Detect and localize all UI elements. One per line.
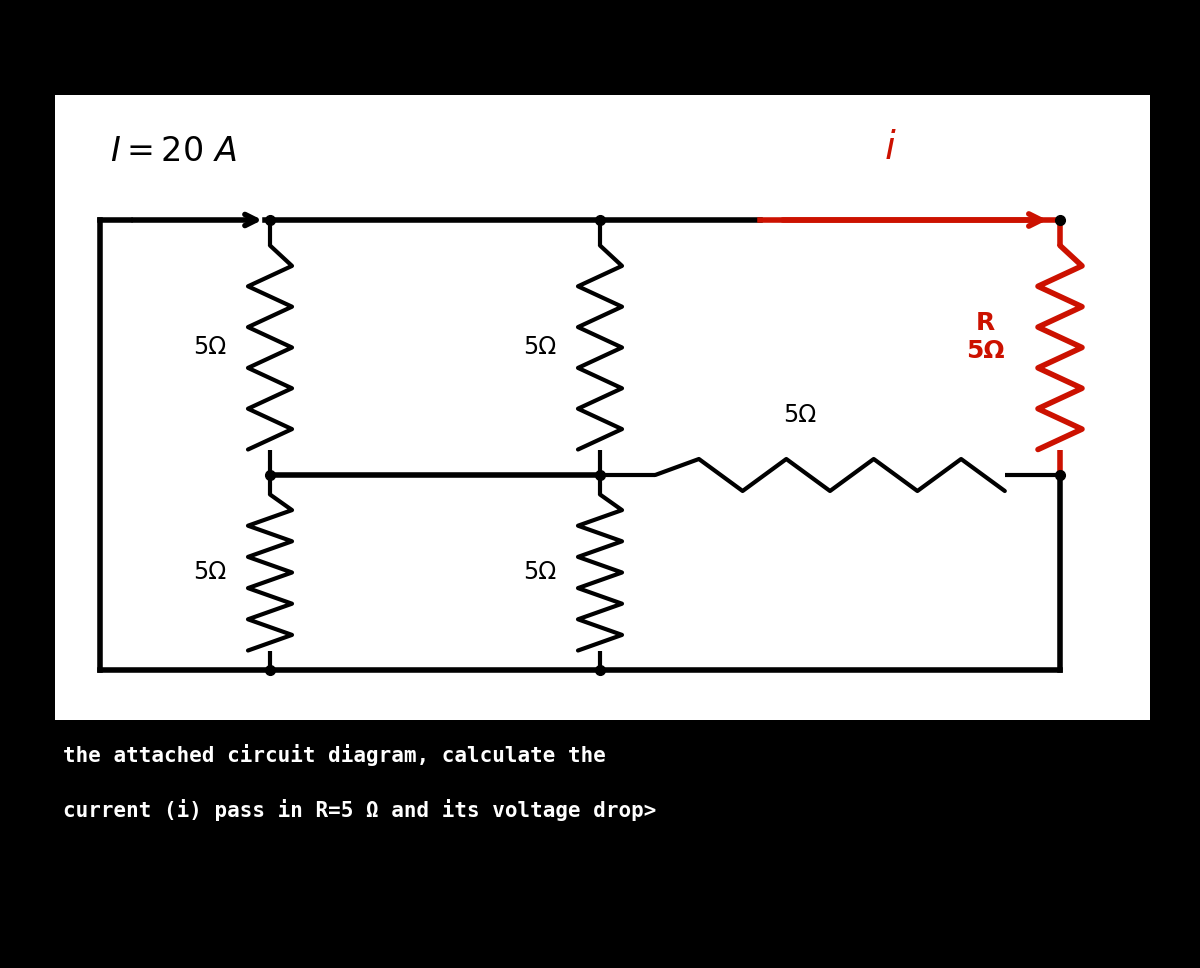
Text: 5Ω: 5Ω [193,335,227,359]
Text: 5Ω: 5Ω [193,560,227,584]
Text: 5Ω: 5Ω [523,335,557,359]
Text: $i$: $i$ [883,130,896,167]
Text: 5Ω: 5Ω [784,403,817,427]
Bar [55,785,920,835]
Text: R
5Ω: R 5Ω [966,311,1004,363]
Text: 5Ω: 5Ω [523,560,557,584]
Text: current (i) pass in R=5 Ω and its voltage drop>: current (i) pass in R=5 Ω and its voltag… [64,799,656,821]
Text: the attached circuit diagram, calculate the: the attached circuit diagram, calculate … [64,744,606,766]
Bar [55,730,920,780]
Bar [55,95,1150,720]
Text: $I=20\ A$: $I=20\ A$ [110,135,236,168]
